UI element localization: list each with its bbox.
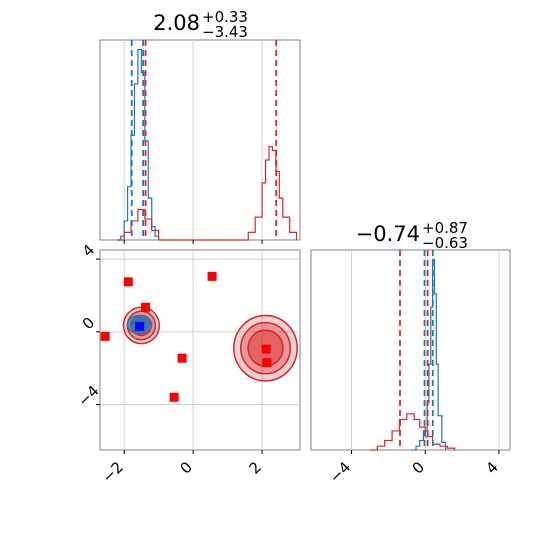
joint-ytick-label: −4 (74, 382, 102, 410)
joint-marker (207, 271, 217, 281)
joint-panel: −2 0 2 −4 0 4 (74, 241, 301, 486)
joint-marker (169, 392, 179, 402)
y-marginal-frame (310, 249, 511, 451)
y-marginal-title-upper: +0.87 (422, 219, 468, 237)
joint-xtick-label: 0 (176, 458, 195, 477)
joint-xtick-label: 2 (245, 458, 264, 477)
y-marginal-panel: −0.74 +0.87 −0.63 −4 0 4 (310, 219, 511, 486)
y-marginal-xtick-label: −4 (326, 458, 354, 486)
x-marginal-title-value: 2.08 (153, 11, 200, 35)
y-marginal-title-lower: −0.63 (422, 234, 468, 252)
joint-ytick-label: 0 (79, 314, 98, 333)
y-marginal-title-value: −0.74 (356, 222, 420, 246)
joint-marker (123, 277, 133, 287)
y-marginal-xtick-label: 4 (482, 458, 501, 477)
joint-marker (261, 344, 271, 354)
x-marginal-title-lower: −3.43 (202, 23, 248, 41)
joint-marker (135, 321, 145, 331)
joint-xtick-label: −2 (99, 458, 127, 486)
joint-marker (262, 358, 272, 368)
joint-marker (177, 353, 187, 363)
x-marginal-panel: 2.08 +0.33 −3.43 (99, 8, 301, 244)
x-marginal-histogram (117, 146, 298, 241)
joint-marker (141, 302, 151, 312)
y-marginal-histogram (369, 413, 456, 451)
x-marginal-frame (99, 39, 301, 241)
x-marginal-title-upper: +0.33 (202, 8, 248, 26)
y-marginal-xtick-label: 0 (409, 458, 428, 477)
joint-marker (100, 331, 110, 341)
joint-ytick-label: 4 (79, 241, 98, 260)
y-marginal-histogram (412, 258, 447, 451)
